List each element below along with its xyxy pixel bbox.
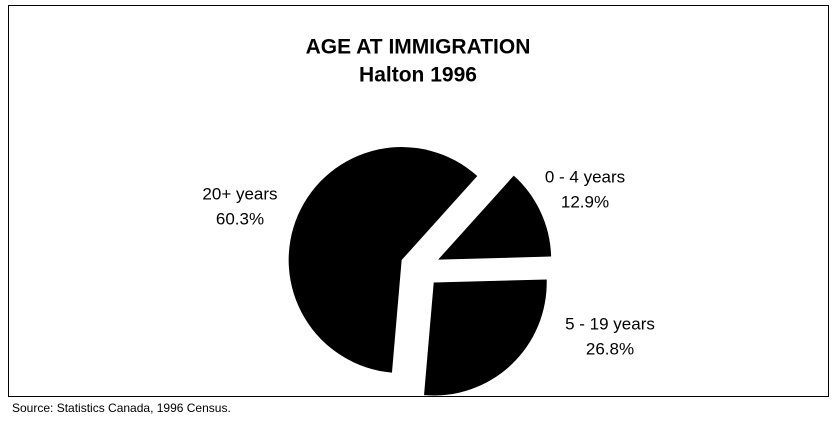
pie-slice xyxy=(288,147,478,373)
slice-label: 5 - 19 years xyxy=(565,314,655,333)
chart-subtitle: Halton 1996 xyxy=(359,64,477,87)
slice-value-label: 12.9% xyxy=(561,192,609,211)
slice-label: 0 - 4 years xyxy=(545,167,625,186)
slice-value-label: 26.8% xyxy=(586,339,634,358)
chart-title: AGE AT IMMIGRATION xyxy=(306,36,531,59)
pie-slice xyxy=(438,175,552,260)
slice-value-label: 60.3% xyxy=(216,209,264,228)
pie-slice xyxy=(424,279,547,396)
source-note: Source: Statistics Canada, 1996 Census. xyxy=(12,401,231,415)
slice-label: 20+ years xyxy=(202,184,277,203)
